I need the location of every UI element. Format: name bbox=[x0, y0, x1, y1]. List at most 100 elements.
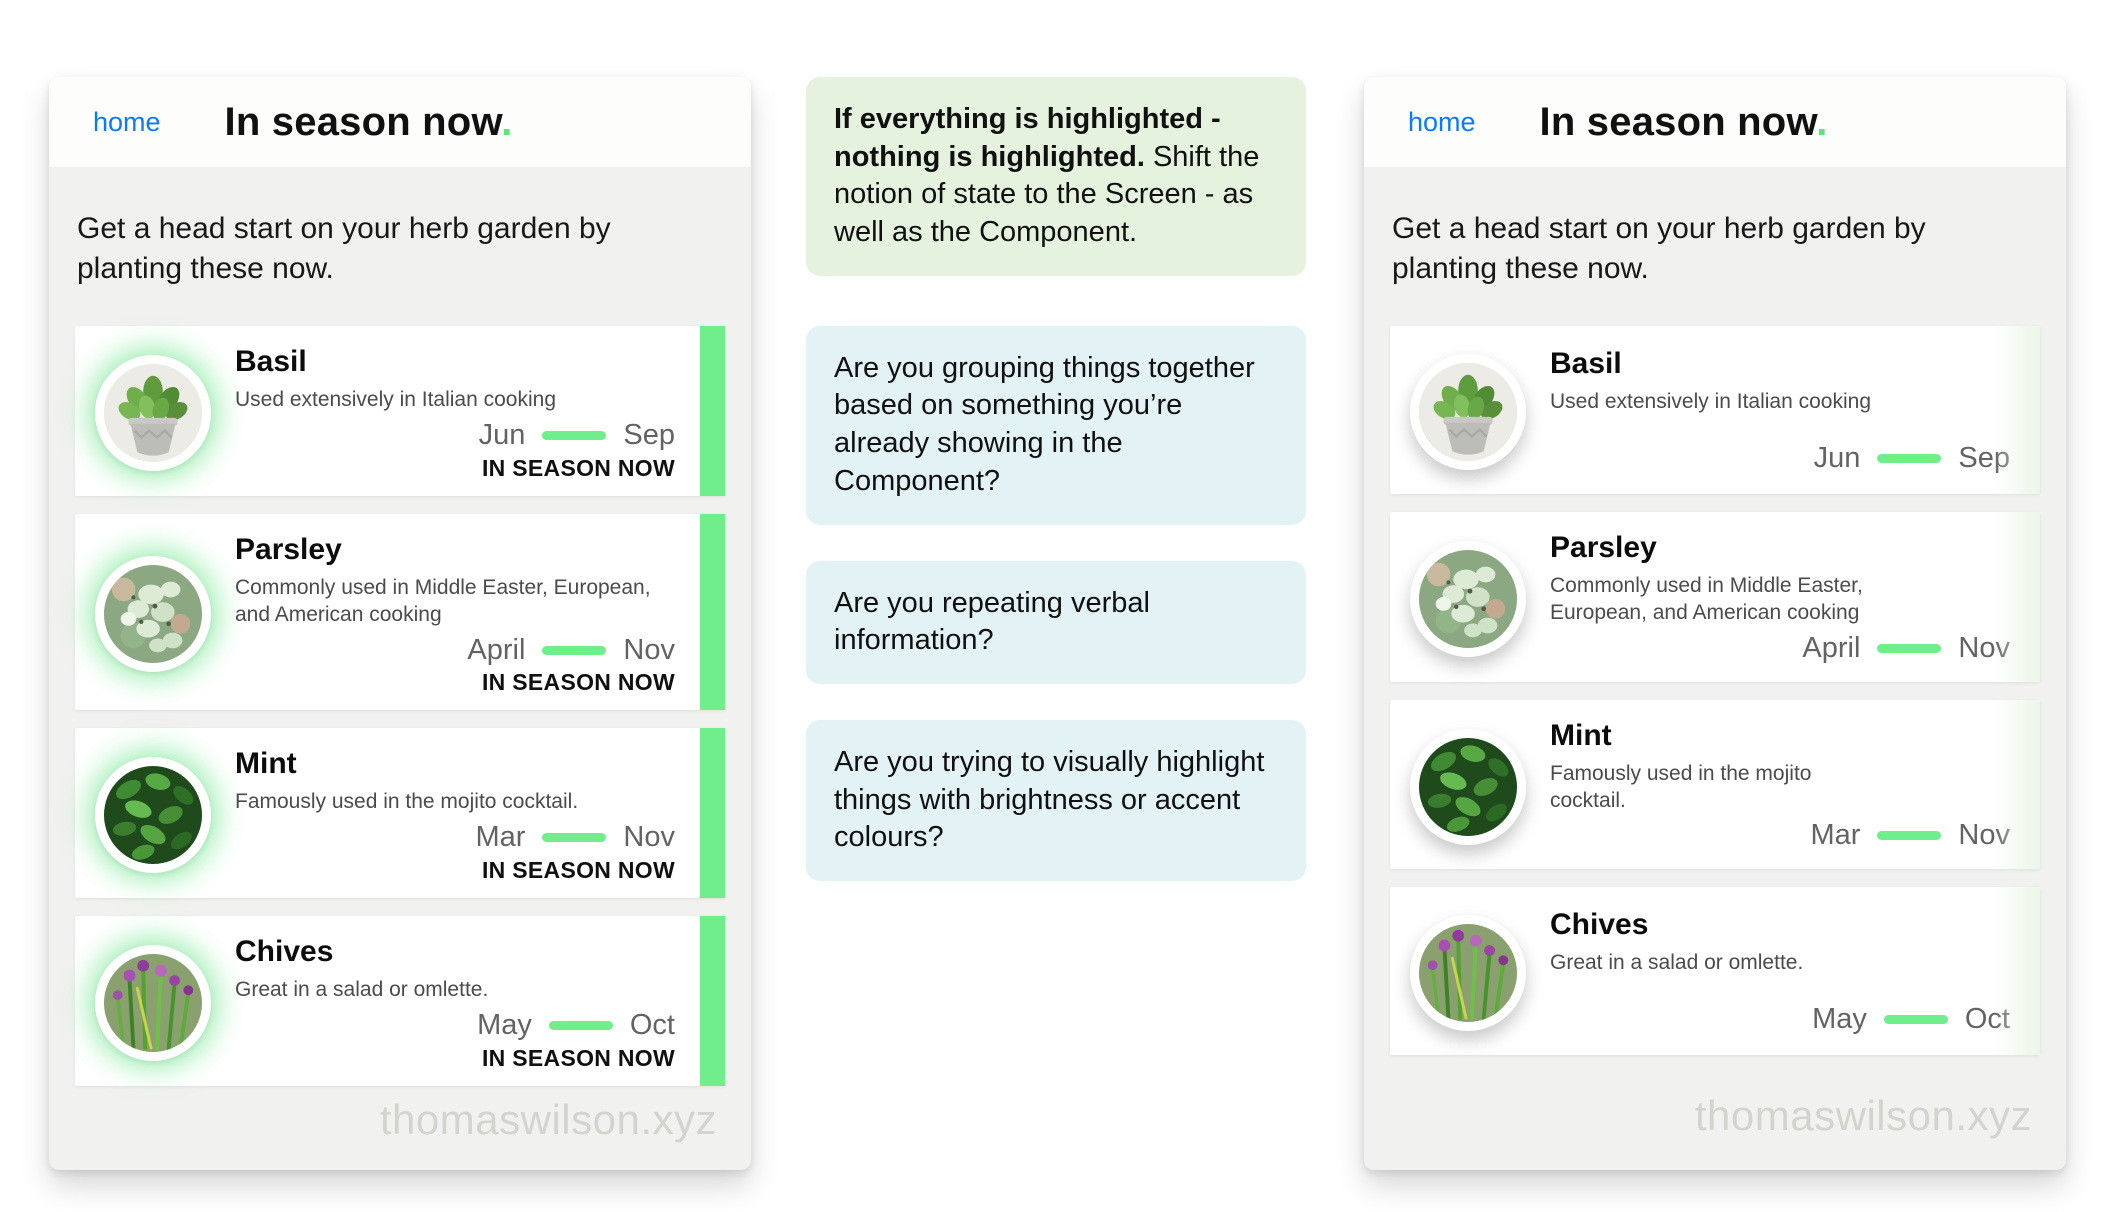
herb-name: Parsley bbox=[1550, 531, 1657, 565]
season-start: May bbox=[1812, 1003, 1867, 1036]
herb-card-list: Basil Used extensively in Italian cookin… bbox=[75, 326, 725, 1086]
season-end: Oct bbox=[629, 1008, 675, 1041]
left-body: Get a head start on your herb garden by … bbox=[49, 167, 751, 1170]
season-end: Sep bbox=[1958, 442, 2010, 475]
right-header: home In season now. bbox=[1364, 77, 2066, 167]
page-title-text: In season now bbox=[224, 99, 502, 144]
herb-card-basil[interactable]: Basil Used extensively in Italian cookin… bbox=[75, 326, 725, 496]
card-content: Mint Famously used in the mojito cocktai… bbox=[1550, 718, 2010, 856]
season-start: April bbox=[1802, 631, 1861, 664]
card-content: Basil Used extensively in Italian cookin… bbox=[1550, 346, 2010, 478]
season-line-icon bbox=[1877, 831, 1942, 841]
in-season-bar bbox=[700, 513, 725, 711]
season-line-icon bbox=[1877, 643, 1942, 653]
herb-name: Basil bbox=[235, 345, 307, 379]
title-period: . bbox=[1816, 99, 1828, 144]
home-link[interactable]: home bbox=[1408, 106, 1476, 137]
season-start: April bbox=[467, 633, 526, 666]
herb-description: Used extensively in Italian cooking bbox=[1550, 390, 1872, 414]
season-line-icon bbox=[542, 833, 607, 843]
in-season-bar bbox=[700, 916, 725, 1086]
herb-description: Great in a salad or omlette. bbox=[235, 978, 489, 1002]
season-start: Mar bbox=[475, 821, 526, 854]
herb-card-chives[interactable]: Chives Great in a salad or omlette. May … bbox=[1390, 887, 2040, 1056]
herb-description: Great in a salad or omlette. bbox=[1550, 951, 1804, 975]
in-season-badge: IN SEASON NOW bbox=[481, 1044, 675, 1071]
card-content: Basil Used extensively in Italian cookin… bbox=[235, 344, 675, 482]
in-season-badge: IN SEASON NOW bbox=[481, 857, 675, 884]
note-rest: Shift the notion of state to the Screen … bbox=[834, 140, 1260, 249]
herb-name: Chives bbox=[1550, 908, 1649, 942]
season-end: Sep bbox=[623, 419, 675, 452]
title-period: . bbox=[501, 99, 513, 144]
season-line-icon bbox=[542, 645, 607, 655]
in-season-bar bbox=[700, 326, 725, 496]
page-title: In season now. bbox=[1540, 100, 1828, 145]
season-line-icon bbox=[542, 430, 607, 440]
herb-name: Parsley bbox=[235, 532, 342, 566]
intro-text: Get a head start on your herb garden by … bbox=[77, 212, 611, 285]
intro-text: Get a head start on your herb garden by … bbox=[1392, 212, 1926, 285]
card-content: Chives Great in a salad or omlette. May … bbox=[1550, 907, 2010, 1039]
herb-card-chives[interactable]: Chives Great in a salad or omlette. May … bbox=[75, 916, 725, 1086]
watermark: thomaswilson.xyz bbox=[379, 1095, 717, 1143]
herb-description: Famously used in the mojito cocktail. bbox=[235, 790, 579, 814]
season-line-icon bbox=[1877, 454, 1942, 464]
season-end: Nov bbox=[1958, 819, 2010, 852]
mint-photo bbox=[1410, 728, 1526, 845]
herb-card-mint[interactable]: Mint Famously used in the mojito cocktai… bbox=[1390, 699, 2040, 870]
note-emphasis: If everything is highlighted - nothing i… bbox=[834, 103, 1221, 173]
herb-description: Famously used in the mojito cocktail. bbox=[1550, 761, 1812, 812]
right-body: Get a head start on your herb garden by … bbox=[1364, 167, 2066, 1170]
season-start: Jun bbox=[1813, 442, 1861, 475]
herb-description: Commonly used in Middle Easter, European… bbox=[1550, 574, 1863, 625]
season-range: Jun Sep bbox=[1550, 441, 2010, 476]
annotation-column: If everything is highlighted - nothing i… bbox=[806, 77, 1306, 917]
season-start: Jun bbox=[478, 419, 526, 452]
herb-card-mint[interactable]: Mint Famously used in the mojito cocktai… bbox=[75, 728, 725, 899]
right-phone-screen: home In season now. Get a head start on … bbox=[1364, 77, 2066, 1170]
card-content: Mint Famously used in the mojito cocktai… bbox=[235, 746, 675, 884]
herb-description: Used extensively in Italian cooking bbox=[235, 388, 557, 412]
season-end: Nov bbox=[623, 821, 675, 854]
basil-photo bbox=[1410, 354, 1526, 471]
herb-name: Mint bbox=[235, 747, 297, 781]
season-range: April Nov bbox=[235, 633, 675, 668]
herb-card-parsley[interactable]: Parsley Commonly used in Middle Easter, … bbox=[1390, 512, 2040, 682]
parsley-photo bbox=[1410, 540, 1526, 657]
note-brightness: Are you trying to visually highlight thi… bbox=[806, 719, 1306, 881]
herb-card-list: Basil Used extensively in Italian cookin… bbox=[1390, 326, 2040, 1056]
herb-card-parsley[interactable]: Parsley Commonly used in Middle Easter, … bbox=[75, 513, 725, 711]
herb-name: Basil bbox=[1550, 347, 1622, 381]
left-header: home In season now. bbox=[49, 77, 751, 167]
herb-name: Mint bbox=[1550, 718, 1612, 752]
watermark: thomaswilson.xyz bbox=[1694, 1092, 2032, 1139]
chives-photo bbox=[95, 944, 211, 1061]
card-content: Parsley Commonly used in Middle Easter, … bbox=[1550, 530, 2010, 668]
home-link[interactable]: home bbox=[93, 106, 161, 137]
mint-photo bbox=[95, 757, 211, 874]
season-range: Mar Nov bbox=[1550, 818, 2010, 853]
in-season-badge: IN SEASON NOW bbox=[481, 669, 675, 696]
season-range: May Oct bbox=[235, 1008, 675, 1043]
note-repeating: Are you repeating verbal information? bbox=[806, 560, 1306, 684]
herb-description: Commonly used in Middle Easter, European… bbox=[235, 575, 651, 626]
season-start: May bbox=[477, 1008, 532, 1041]
herb-card-basil[interactable]: Basil Used extensively in Italian cookin… bbox=[1390, 326, 2040, 495]
chives-photo bbox=[1410, 915, 1526, 1032]
parsley-photo bbox=[95, 556, 211, 673]
page-title-text: In season now bbox=[1539, 99, 1817, 144]
season-end: Nov bbox=[623, 633, 675, 666]
season-range: April Nov bbox=[1550, 631, 2010, 666]
season-line-icon bbox=[1883, 1015, 1948, 1025]
card-content: Chives Great in a salad or omlette. May … bbox=[235, 934, 675, 1072]
note-highlight-state: If everything is highlighted - nothing i… bbox=[806, 77, 1306, 276]
season-line-icon bbox=[548, 1020, 613, 1030]
page-title: In season now. bbox=[225, 100, 513, 145]
season-end: Oct bbox=[1964, 1003, 2010, 1036]
in-season-bar bbox=[700, 728, 725, 899]
in-season-badge: IN SEASON NOW bbox=[481, 454, 675, 481]
season-end: Nov bbox=[1958, 631, 2010, 664]
season-start: Mar bbox=[1810, 819, 1861, 852]
